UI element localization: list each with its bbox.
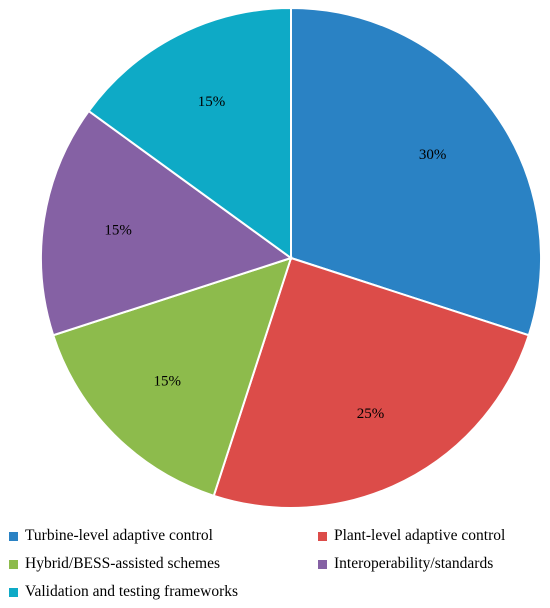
legend-label: Interoperability/standards [334,555,494,572]
legend-swatch [9,587,18,597]
legend-item-interop: Interoperability/standards [318,554,493,574]
data-label-turbine: 30% [419,147,447,163]
legend-swatch [9,531,18,541]
pie-slice-hybrid [51,256,293,498]
data-label-interop: 15% [104,223,132,239]
pie-chart: 30% 25% 15% 15% 15% [40,6,542,509]
pie-slice-validation [87,6,292,260]
legend: Turbine-level adaptive control Plant-leve… [0,520,550,608]
legend-swatch [9,559,18,569]
legend-item-validation: Validation and testing frameworks [9,582,238,602]
legend-item-turbine: Turbine-level adaptive control [9,526,213,546]
legend-item-hybrid: Hybrid/BESS-assisted schemes [9,554,220,574]
pie-slices [40,6,542,509]
pie-slice-turbine [290,6,542,337]
legend-swatch [318,559,327,569]
pie-data-labels: 30% 25% 15% 15% 15% [104,94,446,422]
data-label-validation: 15% [198,94,226,110]
pie-slice-plant [212,256,531,509]
data-label-hybrid: 15% [154,374,182,390]
legend-label: Turbine-level adaptive control [25,527,213,544]
pie-slice-interop [40,109,294,337]
legend-label: Hybrid/BESS-assisted schemes [25,555,221,572]
legend-label: Plant-level adaptive control [334,527,506,544]
legend-item-plant: Plant-level adaptive control [318,526,505,546]
data-label-plant: 25% [357,406,385,422]
legend-swatch [318,531,327,541]
legend-label: Validation and testing frameworks [25,583,239,600]
